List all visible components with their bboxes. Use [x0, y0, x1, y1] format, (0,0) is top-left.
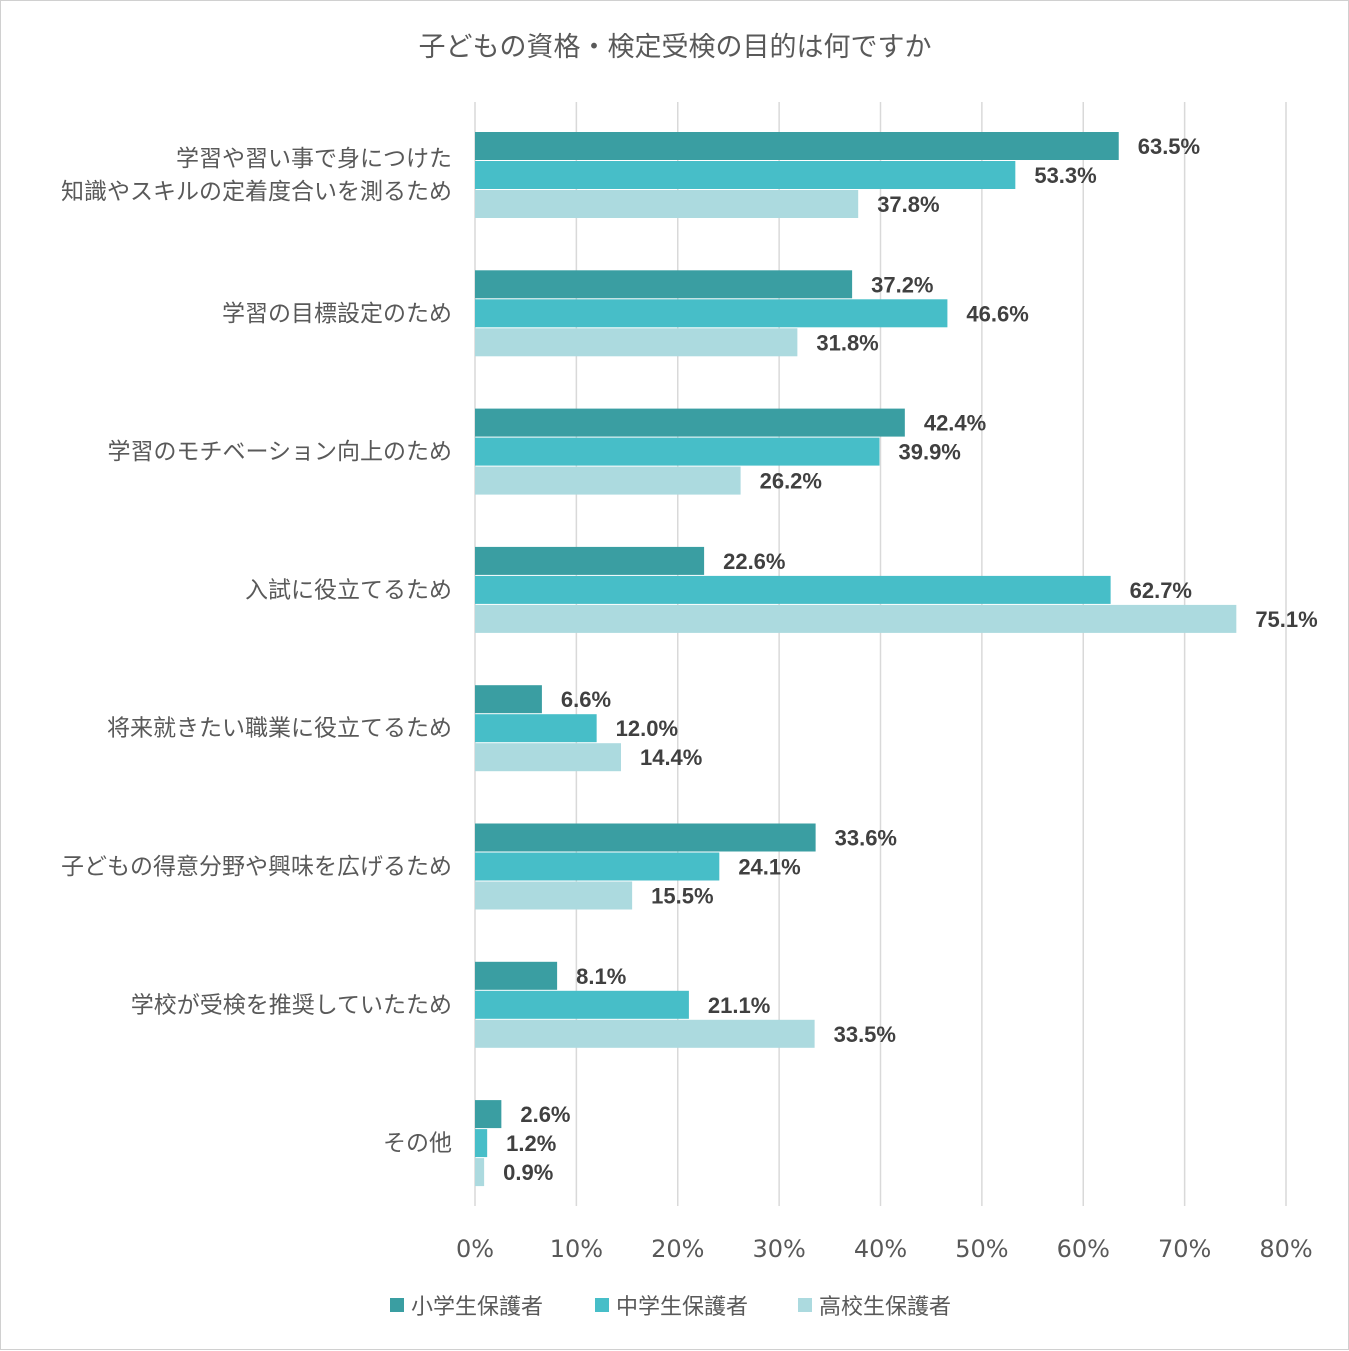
- legend-swatch: [595, 1298, 609, 1312]
- data-label: 15.5%: [651, 884, 713, 909]
- bar: [475, 328, 798, 357]
- legend-label: 小学生保護者: [411, 1295, 543, 1320]
- x-tick-label: 20%: [651, 1235, 704, 1263]
- data-label: 62.7%: [1130, 578, 1192, 603]
- category-label: 学校が受検を推奨していたため: [131, 992, 452, 1018]
- data-label: 53.3%: [1034, 163, 1096, 188]
- bar: [475, 881, 633, 910]
- bar: [475, 437, 880, 466]
- bar: [475, 852, 720, 881]
- category-label: 将来就きたい職業に役立てるため: [107, 716, 452, 742]
- bar: [475, 299, 948, 328]
- bar: [475, 190, 859, 218]
- data-label: 33.6%: [835, 826, 897, 851]
- x-tick-label: 10%: [550, 1235, 603, 1263]
- data-label: 37.2%: [871, 272, 933, 297]
- legend: 小学生保護者 中学生保護者 高校生保護者: [390, 1295, 951, 1320]
- category-label: 子どもの得意分野や興味を広げるため: [61, 854, 452, 880]
- bar: [475, 408, 905, 437]
- x-tick-label: 70%: [1158, 1235, 1211, 1263]
- bar: [475, 1129, 488, 1158]
- bars: [475, 132, 1237, 1187]
- data-label: 0.9%: [503, 1160, 553, 1185]
- legend-swatch: [390, 1298, 404, 1312]
- bar: [475, 604, 1237, 633]
- bar: [475, 466, 741, 495]
- data-label: 1.2%: [506, 1131, 556, 1156]
- data-label: 31.8%: [816, 330, 878, 355]
- category-label: その他: [383, 1131, 452, 1157]
- data-label: 12.0%: [616, 716, 678, 741]
- category-label: 知識やスキルの定着度合いを測るため: [61, 179, 452, 205]
- bar: [475, 961, 558, 990]
- data-label: 2.6%: [520, 1102, 570, 1127]
- bar: [475, 685, 542, 714]
- data-label: 21.1%: [708, 993, 770, 1018]
- bar: [475, 1100, 502, 1129]
- data-label: 33.5%: [834, 1022, 896, 1047]
- category-label: 学習の目標設定のため: [222, 301, 452, 327]
- bar: [475, 132, 1119, 160]
- data-label: 46.6%: [966, 301, 1028, 326]
- category-label: 入試に役立てるため: [245, 577, 452, 603]
- x-tick-label: 50%: [955, 1235, 1008, 1263]
- bar: [475, 743, 621, 772]
- x-tick-label: 40%: [854, 1235, 907, 1263]
- bar: [475, 161, 1016, 189]
- data-label: 42.4%: [924, 411, 986, 436]
- data-label: 37.8%: [877, 192, 939, 217]
- data-label: 6.6%: [561, 687, 611, 712]
- bar: [475, 1158, 485, 1187]
- bar: [475, 1019, 815, 1048]
- x-axis-ticks: 0% 10% 20% 30% 40% 50% 60% 70% 80%: [456, 1235, 1313, 1263]
- data-label: 22.6%: [723, 549, 785, 574]
- category-label: 学習や習い事で身につけた: [176, 146, 452, 172]
- data-label: 63.5%: [1138, 134, 1200, 159]
- category-label: 学習のモチベーション向上のため: [107, 439, 452, 465]
- x-tick-label: 0%: [456, 1235, 494, 1263]
- chart-title: 子どもの資格・検定受検の目的は何ですか: [419, 32, 932, 63]
- data-label: 24.1%: [738, 855, 800, 880]
- bar: [475, 546, 705, 575]
- data-label: 14.4%: [640, 745, 702, 770]
- bar: [475, 575, 1111, 604]
- x-tick-label: 60%: [1057, 1235, 1110, 1263]
- x-tick-label: 30%: [752, 1235, 805, 1263]
- data-label: 39.9%: [898, 440, 960, 465]
- data-label: 75.1%: [1255, 607, 1317, 632]
- bar: [475, 270, 853, 299]
- bar: [475, 823, 816, 852]
- data-labels: 63.5% 53.3% 37.8% 37.2% 46.6% 31.8% 42.4% 39.9%…: [503, 134, 1318, 1185]
- legend-swatch: [798, 1298, 812, 1312]
- data-label: 8.1%: [576, 964, 626, 989]
- data-label: 26.2%: [760, 469, 822, 494]
- legend-label: 高校生保護者: [819, 1295, 951, 1320]
- bar: [475, 714, 597, 743]
- x-tick-label: 80%: [1259, 1235, 1312, 1263]
- bar: [475, 990, 689, 1019]
- category-labels: 学習や習い事で身につけた知識やスキルの定着度合いを測るため学習の目標設定のため学…: [61, 146, 452, 1157]
- legend-label: 中学生保護者: [616, 1295, 748, 1320]
